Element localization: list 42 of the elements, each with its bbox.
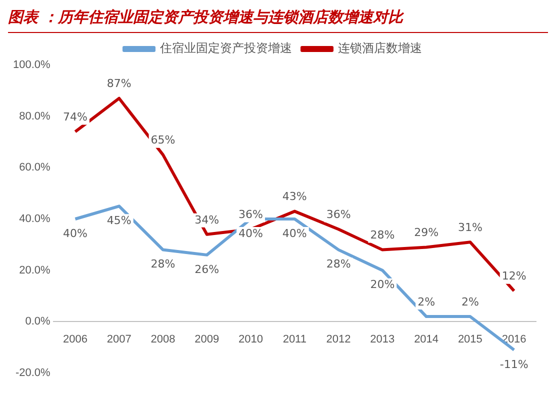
data-label: 29% — [414, 226, 439, 240]
x-tick-label: 2006 — [63, 333, 88, 346]
y-tick-label: 20.0% — [19, 264, 51, 276]
data-label: 2% — [418, 295, 436, 308]
x-tick-label: 2012 — [326, 333, 351, 346]
data-label: 36% — [326, 208, 351, 222]
y-tick-label: 60.0% — [19, 162, 51, 174]
data-label: 20% — [370, 278, 395, 292]
x-tick-label: 2010 — [238, 333, 264, 346]
data-label: 12% — [502, 270, 526, 283]
data-label: 31% — [458, 220, 482, 234]
x-tick-label: 2013 — [370, 333, 395, 346]
y-tick-label: 80.0% — [19, 110, 51, 122]
data-label: 26% — [194, 262, 220, 276]
x-tick-label: 2007 — [106, 333, 132, 346]
data-label: 34% — [194, 213, 220, 226]
data-label: 28% — [150, 258, 176, 271]
data-label: 87% — [106, 77, 132, 90]
y-tick-label: 0.0% — [25, 316, 51, 328]
chart-title: 图表 ：历年住宿业固定资产投资增速与连锁酒店数增速对比 — [8, 4, 548, 33]
data-label: 28% — [370, 228, 395, 242]
data-label: 2% — [461, 295, 479, 308]
data-label: 40% — [282, 226, 307, 240]
legend-label: 住宿业固定资产投资增速 — [159, 41, 292, 56]
x-tick-label: 2014 — [414, 333, 439, 346]
x-tick-label: 2011 — [282, 333, 306, 346]
data-label: 65% — [150, 134, 176, 147]
y-tick-label: 100.0% — [12, 59, 51, 72]
y-tick-label: -20.0% — [15, 367, 51, 380]
x-tick-label: 2009 — [194, 333, 220, 346]
data-label: 36% — [238, 208, 263, 222]
legend-label: 连锁酒店数增速 — [338, 41, 422, 56]
data-label: -11% — [500, 358, 528, 371]
data-label: 74% — [63, 110, 88, 124]
data-label: 28% — [326, 258, 351, 271]
data-label: 43% — [282, 190, 307, 204]
data-label: 45% — [106, 214, 132, 228]
y-tick-label: 40.0% — [19, 213, 51, 226]
x-tick-label: 2008 — [150, 333, 176, 346]
x-tick-label: 2015 — [458, 333, 482, 346]
data-label: 40% — [238, 226, 263, 240]
data-label: 40% — [63, 226, 88, 240]
